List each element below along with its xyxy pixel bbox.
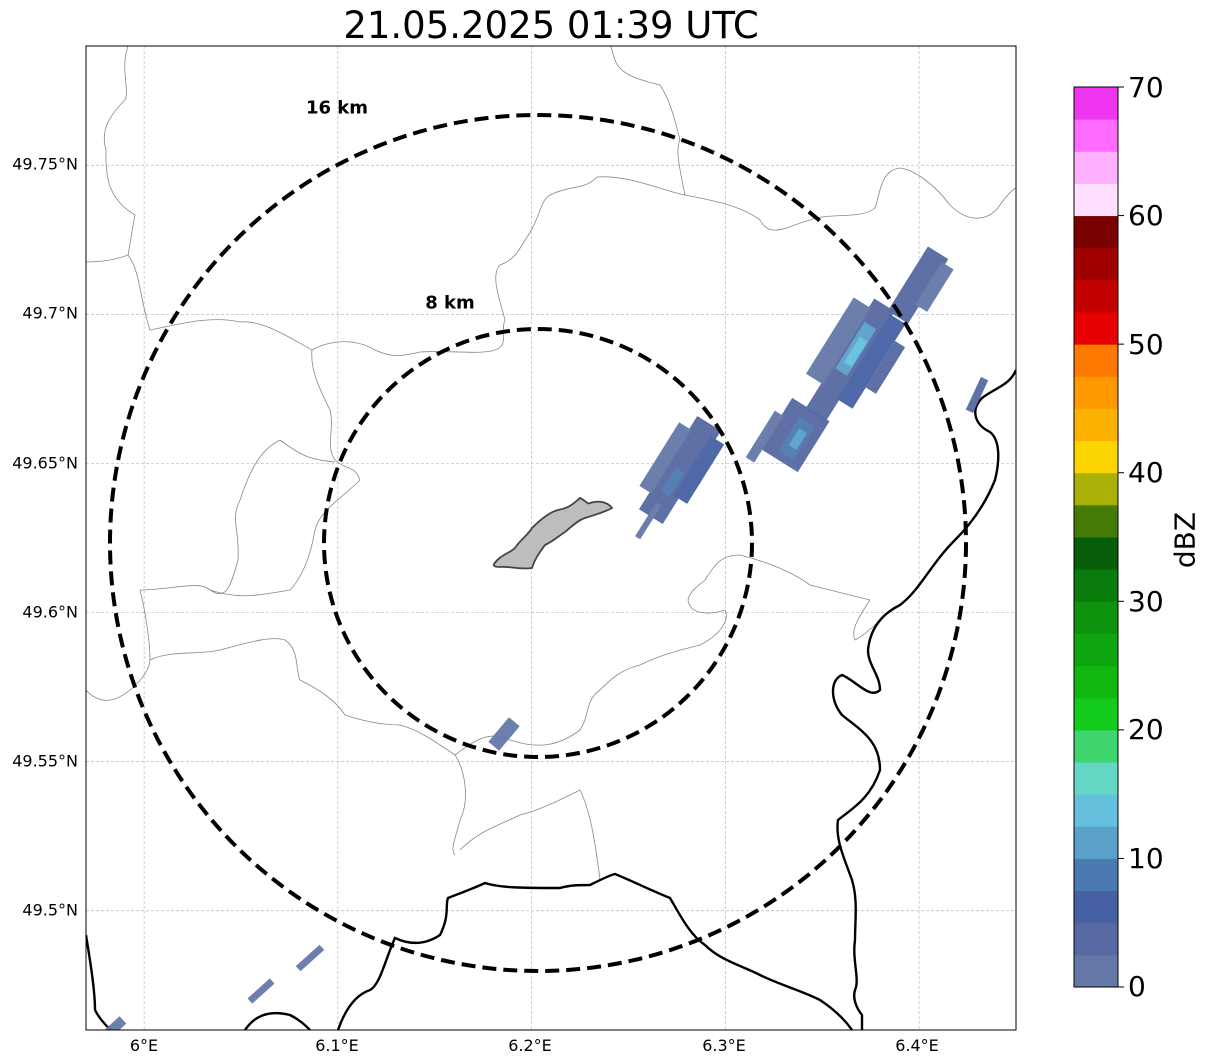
colorbar-segment xyxy=(1074,633,1118,667)
colorbar-segment xyxy=(1074,826,1118,859)
colorbar-segment xyxy=(1074,954,1118,988)
lat-tick-label: 49.6°N xyxy=(22,602,78,622)
radar-site-area xyxy=(492,496,614,570)
lon-tick-label: 6.2°E xyxy=(508,1036,552,1055)
colorbar-segment xyxy=(1074,279,1118,313)
colorbar-segment xyxy=(1074,408,1118,442)
range-ring-8km xyxy=(322,327,754,759)
colorbar-segment xyxy=(1074,794,1118,827)
colorbar-segment xyxy=(1074,665,1118,699)
colorbar-tick-label: 20 xyxy=(1128,713,1164,746)
plot-frame xyxy=(85,45,1017,1031)
lat-tick-label: 49.7°N xyxy=(22,303,78,323)
colorbar-tick-label: 40 xyxy=(1128,456,1164,489)
admin-boundaries xyxy=(86,46,1016,881)
lat-tick-label: 49.75°N xyxy=(12,154,78,174)
lat-tick-label: 49.55°N xyxy=(12,751,78,771)
range-ring-16km xyxy=(108,113,968,973)
colorbar-segment xyxy=(1074,729,1118,763)
country-borders xyxy=(86,369,1016,1030)
range-rings xyxy=(108,113,968,973)
colorbar xyxy=(1073,86,1124,988)
colorbar-segment xyxy=(1074,697,1118,731)
range-ring-label-16km: 16 km xyxy=(305,97,369,119)
colorbar-tick-label: 70 xyxy=(1128,71,1164,104)
colorbar-tick-label: 50 xyxy=(1128,328,1164,361)
colorbar-tick-label: 0 xyxy=(1128,970,1146,1003)
colorbar-segment xyxy=(1074,504,1118,538)
colorbar-segment xyxy=(1074,119,1118,152)
colorbar-segment xyxy=(1074,344,1118,377)
lat-tick-label: 49.65°N xyxy=(12,453,78,473)
colorbar-segment xyxy=(1074,762,1118,795)
colorbar-label: dBZ xyxy=(1168,511,1202,569)
lat-tick-label: 49.5°N xyxy=(22,900,78,920)
colorbar-segment xyxy=(1074,440,1118,474)
colorbar-segment xyxy=(1074,151,1118,184)
range-ring-label-8km: 8 km xyxy=(425,292,475,314)
colorbar-segment xyxy=(1074,537,1118,570)
lon-tick-label: 6.1°E xyxy=(315,1036,359,1055)
colorbar-segment xyxy=(1074,472,1118,506)
colorbar-segment xyxy=(1074,569,1118,602)
colorbar-segment xyxy=(1074,87,1118,120)
colorbar-segment xyxy=(1074,183,1118,217)
lon-tick-label: 6.3°E xyxy=(702,1036,746,1055)
colorbar-segment xyxy=(1074,247,1118,281)
colorbar-tick-label: 60 xyxy=(1128,199,1164,232)
lon-tick-label: 6.4°E xyxy=(895,1036,939,1055)
colorbar-segment xyxy=(1074,922,1118,956)
colorbar-segment xyxy=(1074,601,1118,634)
colorbar-segment xyxy=(1074,858,1118,892)
colorbar-tick-label: 30 xyxy=(1128,585,1164,618)
colorbar-tick-label: 10 xyxy=(1128,842,1164,875)
colorbar-frame xyxy=(1073,86,1119,988)
colorbar-segment xyxy=(1074,890,1118,924)
colorbar-segment xyxy=(1074,376,1118,409)
radar-echoes xyxy=(101,246,989,1030)
map-title: 21.05.2025 01:39 UTC xyxy=(343,4,759,47)
colorbar-segment xyxy=(1074,215,1118,249)
lon-tick-label: 6°E xyxy=(129,1036,159,1055)
colorbar-segment xyxy=(1074,312,1118,345)
